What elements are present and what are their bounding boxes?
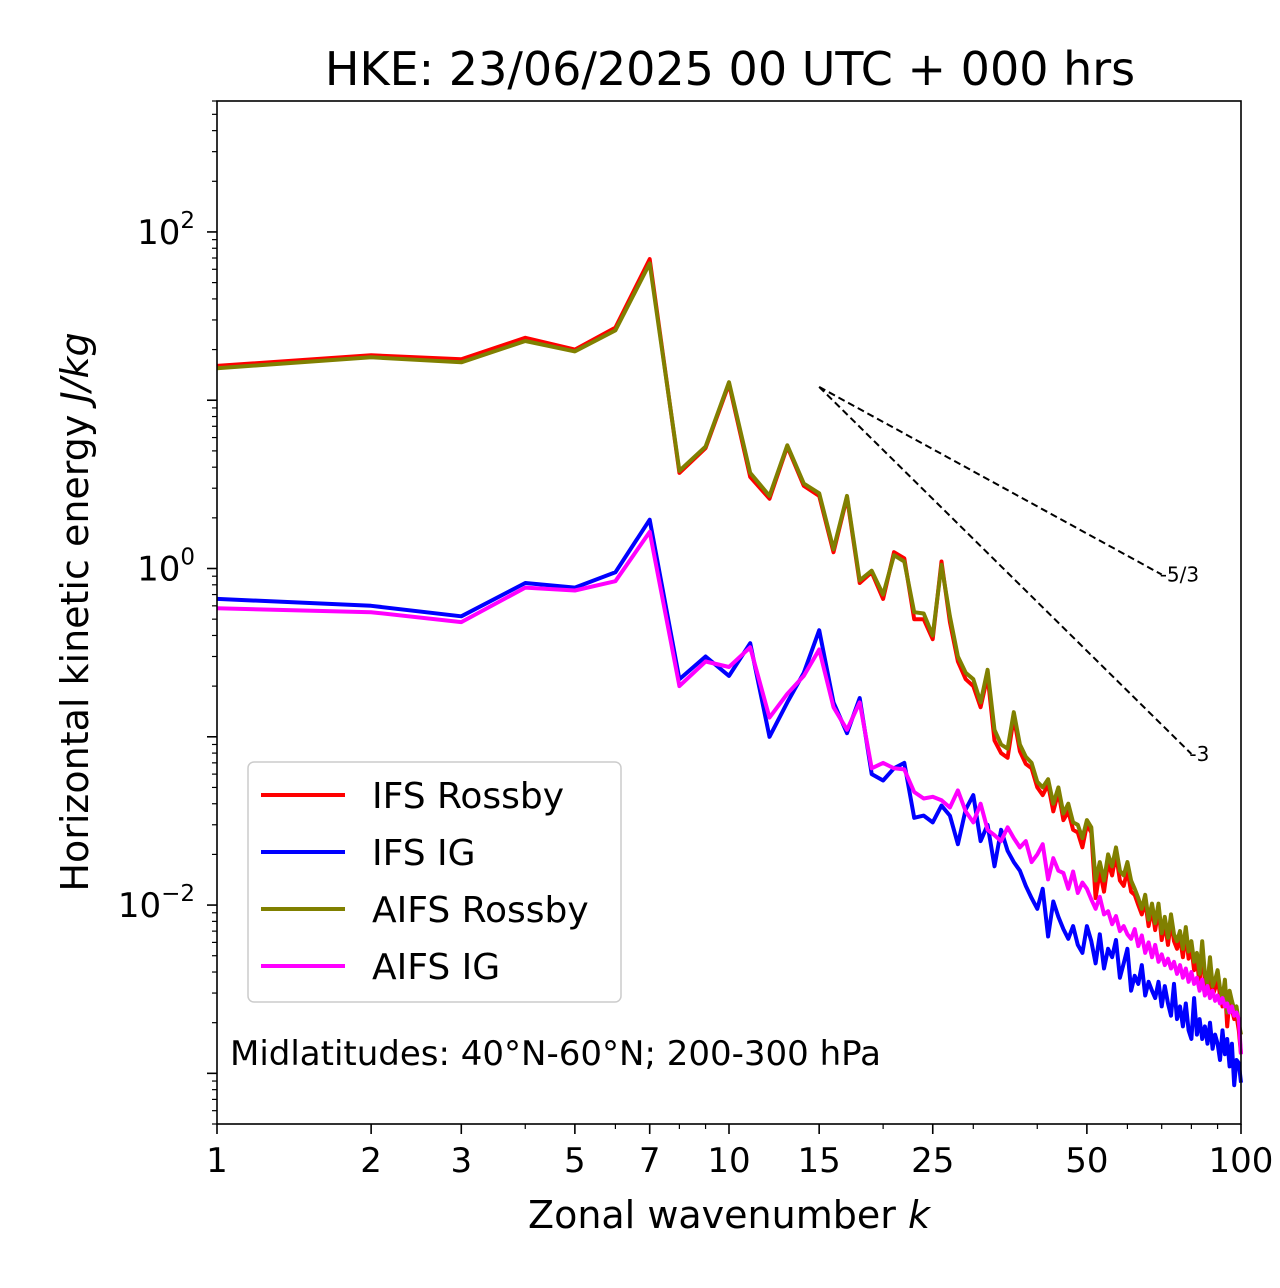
y-tick-label: 102 — [137, 208, 195, 253]
slope-label-3: -3 — [1189, 742, 1209, 766]
y-tick-exponent: −2 — [161, 881, 195, 907]
minor-ticks — [212, 100, 1219, 1129]
legend-label-aifs-ig: AIFS IG — [372, 947, 500, 988]
x-tick-label: 100 — [1209, 1141, 1274, 1181]
x-axis-label-text: Zonal wavenumber — [528, 1193, 896, 1237]
region-annotation: Midlatitudes: 40°N-60°N; 200-300 hPa — [230, 1034, 881, 1074]
x-axis-variable: k — [908, 1193, 932, 1237]
x-tick-label: 25 — [911, 1141, 954, 1181]
y-tick-label: 100 — [137, 545, 195, 590]
reference-slopes: -5/3 -3 — [818, 386, 1209, 766]
series-lines — [216, 257, 1243, 1088]
x-tick-label: 7 — [639, 1141, 661, 1181]
series-line-aifs-rossby — [216, 261, 1243, 1035]
legend-label-aifs-rossby: AIFS Rossby — [372, 890, 589, 931]
x-tick-label: 50 — [1065, 1141, 1108, 1181]
x-tick-label: 1 — [206, 1141, 228, 1181]
legend-label-ifs-rossby: IFS Rossby — [372, 776, 564, 817]
x-tick-label: 15 — [798, 1141, 841, 1181]
x-tick-label: 2 — [360, 1141, 382, 1181]
x-tick-label: 5 — [564, 1141, 586, 1181]
y-tick-label: 10−2 — [118, 881, 195, 926]
x-tick-label: 10 — [707, 1141, 750, 1181]
plot-frame — [216, 100, 1242, 1125]
y-tick-base: 10 — [137, 213, 180, 253]
slope-line-3 — [818, 386, 1193, 755]
y-tick-exponent: 0 — [180, 545, 195, 571]
legend: IFS Rossby IFS IG AIFS Rossby AIFS IG — [247, 761, 622, 1003]
x-tick-label: 3 — [450, 1141, 472, 1181]
y-tick-base: 10 — [137, 550, 180, 590]
legend-box — [247, 761, 622, 1003]
slope-line-5-3 — [818, 386, 1163, 576]
x-axis-label: Zonal wavenumber k — [528, 1193, 932, 1237]
y-tick-base: 10 — [118, 886, 161, 926]
series-line-aifs-ig — [216, 529, 1243, 1055]
y-tick-exponent: 2 — [180, 208, 195, 234]
y-axis-unit: J/kg — [53, 332, 97, 409]
y-axis-label-text: Horizontal kinetic energy — [53, 415, 97, 892]
legend-label-ifs-ig: IFS IG — [372, 833, 476, 874]
major-ticks — [207, 231, 1242, 1134]
chart-title: HKE: 23/06/2025 00 UTC + 000 hrs — [325, 42, 1135, 96]
x-tick-labels: 1 2 3 5 7 10 15 25 50 100 — [206, 1141, 1273, 1181]
slope-label-5-3: -5/3 — [1160, 563, 1199, 587]
y-axis-label: Horizontal kinetic energy J/kg — [53, 332, 97, 891]
